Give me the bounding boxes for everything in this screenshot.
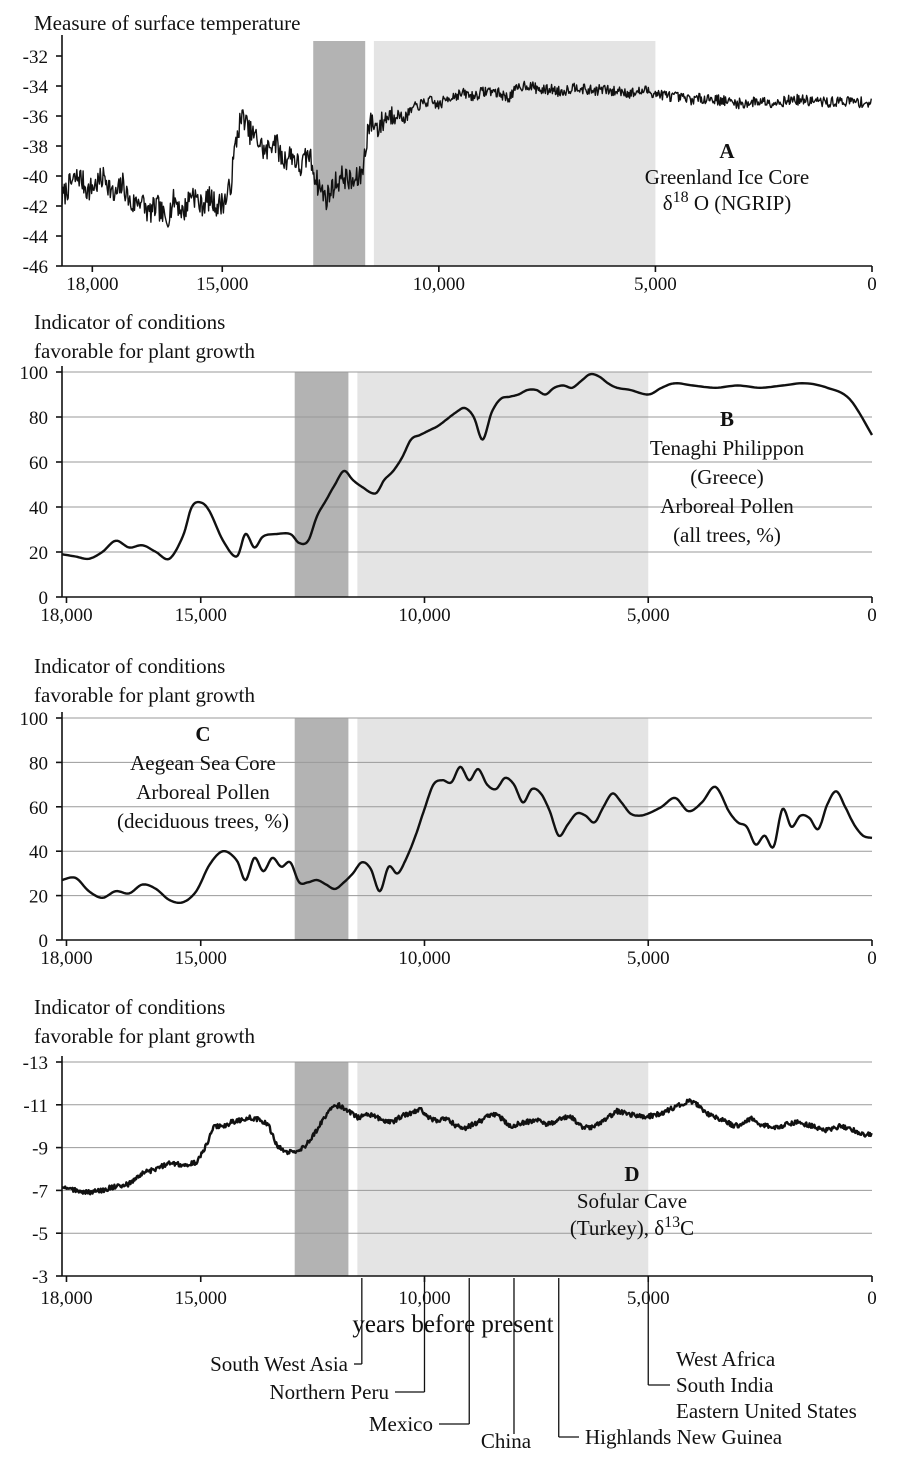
x-tick-label: 10,000 xyxy=(398,605,450,626)
y-tick-label: -38 xyxy=(23,137,48,158)
y-tick-label: 80 xyxy=(29,753,48,774)
y-tick-label: -32 xyxy=(23,47,48,68)
annotation-line: (Greece) xyxy=(690,465,763,489)
annotation-line: Sofular Cave xyxy=(577,1189,687,1213)
y-tick-label: -40 xyxy=(23,167,48,188)
y-tick-label: -46 xyxy=(23,257,48,278)
y-tick-label: -5 xyxy=(32,1224,48,1245)
y-tick-label: 40 xyxy=(29,842,48,863)
x-tick-label: 15,000 xyxy=(196,274,248,295)
y-tick-label: 60 xyxy=(29,453,48,474)
x-tick-label: 10,000 xyxy=(398,948,450,969)
y-tick-label: 40 xyxy=(29,498,48,519)
x-axis-title: years before present xyxy=(352,1311,553,1338)
y-axis-label: Measure of surface temperature xyxy=(34,11,300,35)
y-tick-label: -36 xyxy=(23,107,48,128)
annotation-line: Arboreal Pollen xyxy=(136,780,270,804)
series-line-A xyxy=(61,80,872,228)
panel-letter: C xyxy=(195,722,210,746)
x-tick-label: 0 xyxy=(867,948,877,969)
shaded-period-light xyxy=(373,41,656,266)
shaded-period-light xyxy=(357,372,649,597)
y-tick-label: -34 xyxy=(23,77,49,98)
y-tick-label: 20 xyxy=(29,887,48,908)
y-tick-label: -42 xyxy=(23,197,48,218)
y-tick-label: 100 xyxy=(20,363,49,384)
shaded-period-dark xyxy=(294,372,349,597)
marker-label: China xyxy=(481,1429,532,1453)
x-tick-label: 10,000 xyxy=(413,274,465,295)
annotation-line: (all trees, %) xyxy=(673,523,781,547)
y-tick-label: -3 xyxy=(32,1267,48,1288)
shaded-period-dark xyxy=(294,1062,349,1276)
panel-A: Measure of surface temperature -46 -44 -42 -… xyxy=(23,11,877,295)
x-tick-label: 0 xyxy=(867,605,877,626)
y-tick-label: -13 xyxy=(23,1053,48,1074)
annotation-line: Tenaghi Philippon xyxy=(650,436,805,460)
panel-B: Indicator of conditions favorable for pla… xyxy=(20,310,877,626)
y-tick-label: 80 xyxy=(29,408,48,429)
x-tick-label: 5,000 xyxy=(627,605,670,626)
y-tick-label: -7 xyxy=(32,1181,48,1202)
marker-label: Highlands New Guinea xyxy=(585,1425,783,1449)
y-tick-label: 100 xyxy=(20,709,49,730)
marker-label: South West Asia xyxy=(210,1352,349,1376)
x-tick-label: 15,000 xyxy=(175,1288,227,1309)
annotation-line: (Turkey), δ13C xyxy=(570,1214,694,1240)
series-line-B xyxy=(61,372,874,561)
marker-label: Eastern United States xyxy=(676,1399,857,1423)
y-tick-label: 20 xyxy=(29,543,48,564)
y-axis-label-line: favorable for plant growth xyxy=(34,683,256,707)
y-axis-label-line: favorable for plant growth xyxy=(34,339,256,363)
y-axis-label-line: Indicator of conditions xyxy=(34,310,225,334)
y-tick-label: 60 xyxy=(29,798,48,819)
annotation-line: Aegean Sea Core xyxy=(130,751,276,775)
annotation-line: (deciduous trees, %) xyxy=(117,809,289,833)
series-line-D xyxy=(61,1098,873,1196)
annotation-line: Greenland Ice Core xyxy=(645,165,809,189)
y-axis-label-line: favorable for plant growth xyxy=(34,1024,256,1048)
y-tick-label: 0 xyxy=(39,931,49,952)
series-line-C xyxy=(61,765,873,904)
annotation-line: δ18 O (NGRIP) xyxy=(663,189,792,215)
annotation-line: Arboreal Pollen xyxy=(660,494,794,518)
shaded-period-light xyxy=(357,718,649,940)
y-tick-label: 0 xyxy=(39,588,49,609)
x-tick-label: 18,000 xyxy=(40,605,92,626)
panel-C: Indicator of conditions favorable for pla… xyxy=(20,654,877,969)
y-tick-label: -44 xyxy=(23,227,49,248)
marker-label: Northern Peru xyxy=(269,1380,389,1404)
x-tick-label: 15,000 xyxy=(175,605,227,626)
y-tick-label: -9 xyxy=(32,1139,48,1160)
shaded-period-light xyxy=(357,1062,649,1276)
x-tick-label: 18,000 xyxy=(66,274,118,295)
x-tick-label: 5,000 xyxy=(634,274,677,295)
shaded-period-dark xyxy=(294,718,349,940)
y-tick-label: -11 xyxy=(23,1096,48,1117)
panel-letter: D xyxy=(624,1162,639,1186)
x-tick-label: 15,000 xyxy=(175,948,227,969)
domestication-markers: South West Asia Northern Peru Mexico China H… xyxy=(210,1278,857,1453)
panel-letter: B xyxy=(720,407,734,431)
panel-D: Indicator of conditions favorable for pla… xyxy=(23,995,877,1309)
y-axis-label-line: Indicator of conditions xyxy=(34,995,225,1019)
marker-label: Mexico xyxy=(369,1412,433,1436)
marker-label: South India xyxy=(676,1373,774,1397)
x-tick-label: 18,000 xyxy=(40,1288,92,1309)
panel-letter: A xyxy=(719,139,735,163)
x-tick-label: 0 xyxy=(867,274,877,295)
x-tick-label: 5,000 xyxy=(627,948,670,969)
marker-label: West Africa xyxy=(676,1347,776,1371)
shaded-period-dark xyxy=(313,41,366,266)
x-tick-label: 0 xyxy=(867,1288,877,1309)
y-axis-label-line: Indicator of conditions xyxy=(34,654,225,678)
x-tick-label: 18,000 xyxy=(40,948,92,969)
